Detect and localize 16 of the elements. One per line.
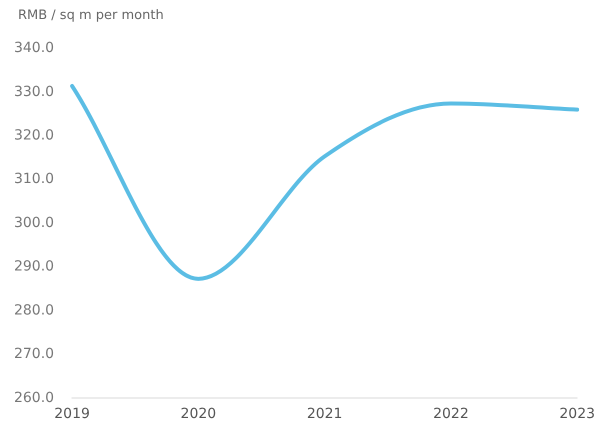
x-tick-label: 2021: [306, 406, 342, 422]
y-tick-label: 290.0: [14, 258, 54, 275]
x-tick-label: 2022: [433, 406, 469, 422]
line-series: [70, 84, 580, 281]
y-axis-title: RMB / sq m per month: [18, 8, 164, 23]
x-tick-label: 2023: [559, 406, 596, 422]
y-tick-label: 330.0: [14, 84, 54, 100]
y-tick-label: 340.0: [14, 40, 54, 56]
y-tick-label: 260.0: [14, 390, 54, 406]
y-tick-label: 280.0: [14, 302, 54, 318]
x-tick-label: 2019: [54, 406, 90, 422]
y-tick-label: 310.0: [14, 171, 54, 188]
y-tick-label: 320.0: [14, 127, 54, 144]
y-tick-label: 270.0: [14, 346, 54, 362]
y-tick-label: 300.0: [14, 214, 54, 231]
x-tick-label: 2020: [180, 406, 216, 422]
